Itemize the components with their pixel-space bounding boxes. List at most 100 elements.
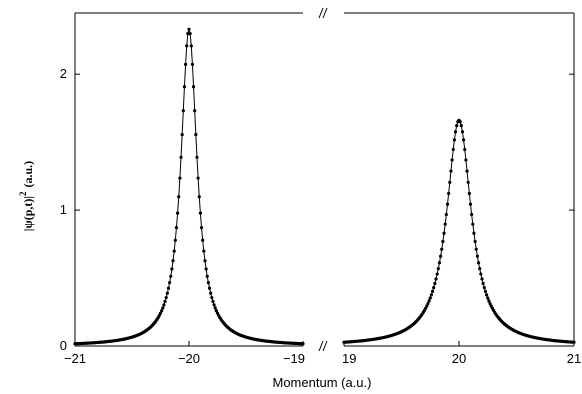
data-point: [428, 296, 432, 300]
data-point: [186, 32, 190, 36]
data-point: [202, 249, 206, 253]
data-point: [178, 176, 182, 180]
data-point: [426, 301, 430, 306]
data-point: [198, 211, 202, 215]
y-tick-label: 1: [60, 202, 67, 217]
x-tick-label: 21: [567, 351, 581, 366]
data-point: [160, 309, 164, 313]
data-point: [471, 222, 475, 226]
break-slash: [318, 340, 324, 352]
data-point: [173, 238, 177, 242]
data-point: [479, 272, 483, 276]
data-point: [210, 295, 214, 300]
data-point: [169, 274, 173, 278]
data-point: [201, 238, 205, 242]
data-point: [486, 296, 490, 300]
data-point: [164, 295, 168, 300]
top-break-marker: [318, 7, 328, 19]
data-point: [481, 281, 485, 286]
data-point: [191, 85, 196, 89]
x-tick-label: 19: [342, 351, 356, 366]
data-point: [183, 62, 188, 66]
data-point: [459, 123, 463, 128]
break-slash: [322, 7, 328, 19]
data-point: [487, 299, 491, 303]
x-tick-label: −21: [64, 351, 86, 366]
series-line: [343, 119, 575, 343]
data-point: [182, 85, 187, 89]
data-point: [482, 286, 486, 290]
data-point: [180, 133, 184, 137]
data-point: [455, 123, 459, 128]
data-point: [441, 239, 445, 244]
data-point: [189, 44, 193, 48]
data-point: [450, 158, 454, 162]
data-point: [193, 109, 197, 113]
data-point: [166, 286, 171, 290]
y-tick-label: 0: [60, 338, 67, 353]
data-point: [425, 304, 429, 308]
data-point: [451, 147, 455, 152]
x-axis-break-marker: [318, 340, 328, 352]
break-slash: [318, 7, 324, 19]
data-point: [470, 212, 474, 217]
data-point: [475, 254, 479, 258]
y-axis-label: |ψ(p,t)|2 (a.u.): [18, 161, 35, 231]
data-point: [473, 239, 477, 244]
y-axis-label-unit: (a.u.): [21, 161, 35, 188]
data-point: [466, 180, 470, 184]
data-point: [163, 299, 167, 304]
data-point: [488, 301, 492, 306]
data-point: [445, 202, 450, 206]
data-point: [212, 303, 216, 307]
data-point: [206, 281, 210, 285]
data-point: [452, 138, 456, 142]
data-point: [168, 281, 172, 285]
data-point: [214, 309, 218, 313]
data-point: [472, 231, 476, 235]
data-point: [460, 130, 465, 134]
data-point: [197, 195, 201, 199]
data-point: [433, 281, 437, 286]
x-tick-label: −20: [178, 351, 200, 366]
data-point: [465, 169, 469, 173]
x-tick-label: 20: [452, 351, 466, 366]
x-axis-label: Momentum (a.u.): [273, 375, 372, 390]
data-point: [447, 191, 451, 196]
data-point: [458, 120, 462, 124]
data-point: [205, 274, 209, 278]
data-point: [430, 289, 435, 293]
data-point: [211, 299, 215, 304]
data-point: [195, 155, 199, 159]
data-point: [213, 306, 217, 310]
data-point: [453, 130, 458, 134]
data-point: [162, 303, 166, 307]
data-point: [432, 286, 436, 290]
data-point: [194, 133, 198, 137]
data-point: [174, 226, 179, 230]
y-axis-label-sup: 2: [18, 191, 28, 196]
data-point: [176, 211, 180, 215]
data-point: [434, 277, 438, 281]
data-point: [161, 306, 165, 310]
data-point: [190, 62, 195, 66]
data-point: [207, 286, 212, 290]
plot-frame: [74, 7, 575, 352]
data-point: [188, 32, 192, 36]
data-point: [179, 155, 183, 159]
data-point: [203, 259, 207, 263]
data-point: [181, 109, 185, 113]
data-point: [165, 291, 169, 295]
break-slash: [322, 340, 328, 352]
series-line: [74, 27, 304, 345]
data-point: [483, 289, 488, 293]
data-point: [172, 249, 176, 253]
data-point: [443, 222, 447, 226]
data-point: [480, 277, 484, 281]
data-point: [462, 138, 466, 142]
data-point: [199, 226, 204, 230]
data-point: [468, 202, 473, 206]
data-point: [436, 267, 440, 271]
series-2: [342, 118, 576, 344]
